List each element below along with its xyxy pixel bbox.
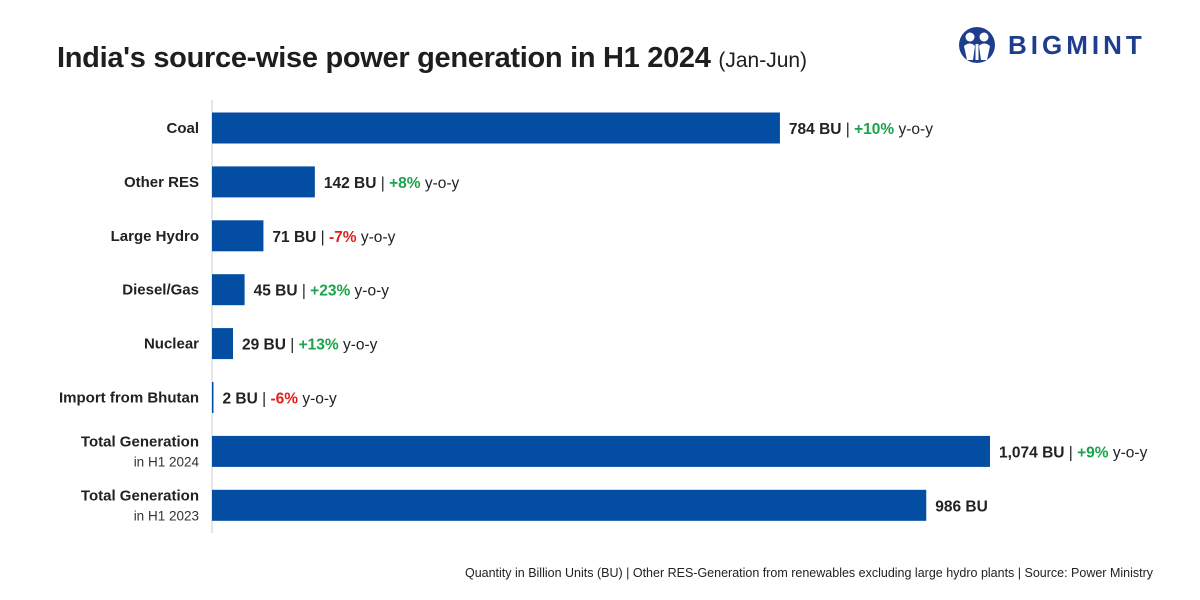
- data-label: 142 BU | +8% y-o-y: [324, 175, 460, 192]
- category-label: Coal: [166, 120, 199, 137]
- bar: [212, 489, 927, 521]
- value-label: 986 BU: [935, 498, 988, 515]
- chart-title: India's source-wise power generation in …: [57, 42, 807, 75]
- value-label: 2 BU: [223, 391, 258, 408]
- yoy-change: +13%: [299, 337, 339, 354]
- logo-people-icon: [959, 27, 995, 63]
- category-sublabel: in H1 2024: [134, 454, 200, 469]
- yoy-change: +10%: [854, 121, 894, 138]
- subtitle-text: (Jan-Jun): [718, 49, 808, 72]
- yoy-suffix: y-o-y: [1109, 444, 1148, 461]
- separator: |: [258, 391, 271, 408]
- yoy-suffix: y-o-y: [894, 121, 933, 138]
- yoy-suffix: y-o-y: [339, 337, 378, 354]
- separator: |: [376, 175, 389, 192]
- category-label: Total Generation: [81, 433, 199, 450]
- yoy-change: +9%: [1077, 444, 1109, 461]
- data-label: 45 BU | +23% y-o-y: [254, 283, 390, 300]
- data-label: 1,074 BU | +9% y-o-y: [999, 444, 1148, 461]
- data-label: 29 BU | +13% y-o-y: [242, 337, 378, 354]
- separator: |: [298, 283, 311, 300]
- title-text: India's source-wise power generation in …: [57, 42, 711, 74]
- bar: [212, 166, 315, 198]
- separator: |: [1064, 444, 1077, 461]
- footer-note: Quantity in Billion Units (BU) | Other R…: [464, 566, 1153, 580]
- category-label: Other RES: [124, 174, 199, 191]
- data-label: 71 BU | -7% y-o-y: [272, 229, 395, 246]
- category-label: Large Hydro: [111, 228, 199, 245]
- value-label: 1,074 BU: [999, 444, 1064, 461]
- category-sublabel: in H1 2023: [134, 508, 199, 523]
- value-label: 45 BU: [254, 283, 298, 300]
- category-label: Total Generation: [81, 487, 199, 504]
- separator: |: [316, 229, 329, 246]
- bar: [212, 274, 245, 306]
- data-label: 784 BU | +10% y-o-y: [789, 121, 933, 138]
- bigmint-logo: BIGMINT: [958, 26, 1146, 64]
- bar: [212, 112, 780, 144]
- yoy-suffix: y-o-y: [421, 175, 460, 192]
- value-label: 142 BU: [324, 175, 377, 192]
- category-label: Nuclear: [144, 336, 199, 353]
- data-label: 2 BU | -6% y-o-y: [223, 391, 338, 408]
- bar: [212, 382, 214, 413]
- yoy-change: -7%: [329, 229, 357, 246]
- category-label: Diesel/Gas: [122, 282, 199, 299]
- category-label: Import from Bhutan: [59, 390, 199, 407]
- yoy-suffix: y-o-y: [298, 391, 337, 408]
- value-label: 784 BU: [789, 121, 842, 138]
- separator: |: [841, 121, 854, 138]
- yoy-suffix: y-o-y: [350, 283, 389, 300]
- bar: [212, 220, 264, 252]
- bar: [212, 435, 990, 467]
- yoy-suffix: y-o-y: [357, 229, 396, 246]
- value-label: 71 BU: [272, 229, 316, 246]
- logo-text: BIGMINT: [1008, 29, 1146, 60]
- yoy-change: -6%: [270, 391, 298, 408]
- data-label: 986 BU: [935, 498, 988, 515]
- yoy-change: +8%: [389, 175, 421, 192]
- value-label: 29 BU: [242, 337, 286, 354]
- separator: |: [286, 337, 299, 354]
- bar: [212, 328, 234, 360]
- yoy-change: +23%: [310, 283, 350, 300]
